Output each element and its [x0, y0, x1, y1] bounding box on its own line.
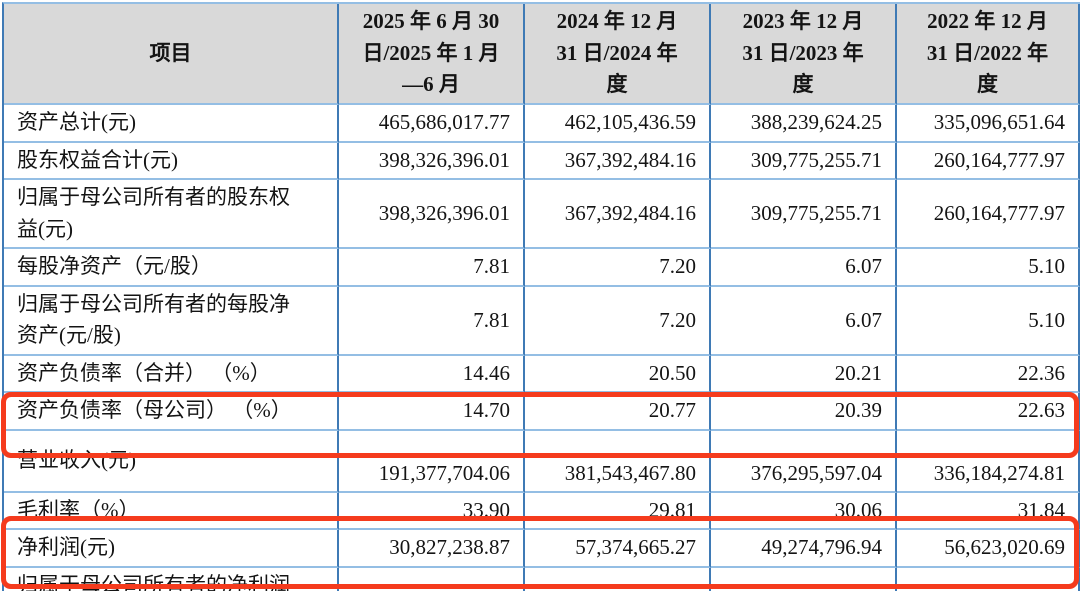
- cell-value: 49,274,796.94: [711, 530, 897, 568]
- cell-value: 29.81: [525, 492, 711, 530]
- cell-value: 22.63: [897, 393, 1080, 431]
- cell-value: 33.90: [339, 492, 525, 530]
- cell-value: 30,827,238.87: [339, 530, 525, 568]
- cell-value: 31.84: [897, 492, 1080, 530]
- row-label: 资产负债率（母公司） （%）: [4, 393, 339, 431]
- cell-value: 20.21: [711, 355, 897, 393]
- column-header-item: 项目: [4, 4, 339, 105]
- table-row: 归属于母公司所有者的每股净 资产(元/股) 7.81 7.20 6.07 5.1…: [4, 286, 1080, 356]
- table-row: 股东权益合计(元) 398,326,396.01 367,392,484.16 …: [4, 142, 1080, 180]
- table-row-highlighted: 营业收入(元) 191,377,704.06 381,543,467.80 37…: [4, 430, 1080, 493]
- cell-value: 335,096,651.64: [897, 105, 1080, 143]
- cell-value: 57,374,665.27: [525, 530, 711, 568]
- column-header-fy2022: 2022 年 12 月 31 日/2022 年 度: [897, 4, 1080, 105]
- cell-value: 388,239,624.25: [711, 105, 897, 143]
- cell-value: 30,827,238.87: [339, 567, 525, 591]
- cell-value: 6.07: [711, 249, 897, 287]
- row-label: 资产总计(元): [4, 105, 339, 143]
- column-header-fy2024: 2024 年 12 月 31 日/2024 年 度: [525, 4, 711, 105]
- table-row: 资产负债率（合并） （%） 14.46 20.50 20.21 22.36: [4, 355, 1080, 393]
- table-row: 净利润(元) 30,827,238.87 57,374,665.27 49,27…: [4, 530, 1080, 568]
- cell-value: 398,326,396.01: [339, 180, 525, 249]
- table-row: 归属于母公司所有者的股东权 益(元) 398,326,396.01 367,39…: [4, 180, 1080, 249]
- row-label: 股东权益合计(元): [4, 142, 339, 180]
- row-label: 毛利率（%）: [4, 492, 339, 530]
- column-header-2025-h1: 2025 年 6 月 30 日/2025 年 1 月 —6 月: [339, 4, 525, 105]
- row-label: 净利润(元): [4, 530, 339, 568]
- table-row-highlighted: 归属于母公司所有者的净利润 (元) 30,827,238.87 57,374,6…: [4, 567, 1080, 591]
- row-label: 归属于母公司所有者的净利润 (元): [4, 567, 339, 591]
- column-header-fy2023: 2023 年 12 月 31 日/2023 年 度: [711, 4, 897, 105]
- cell-value: 309,775,255.71: [711, 180, 897, 249]
- table-row: 毛利率（%） 33.90 29.81 30.06 31.84: [4, 492, 1080, 530]
- cell-value: 14.70: [339, 393, 525, 431]
- cell-value: 20.39: [711, 393, 897, 431]
- row-label: 归属于母公司所有者的每股净 资产(元/股): [4, 286, 339, 356]
- cell-value: 5.10: [897, 286, 1080, 356]
- cell-value: 462,105,436.59: [525, 105, 711, 143]
- cell-value: 20.50: [525, 355, 711, 393]
- table-row: 资产负债率（母公司） （%） 14.70 20.77 20.39 22.63: [4, 393, 1080, 431]
- cell-value: 398,326,396.01: [339, 142, 525, 180]
- cell-value: 7.20: [525, 249, 711, 287]
- row-label: 营业收入(元): [4, 430, 339, 493]
- cell-value: 381,543,467.80: [525, 430, 711, 493]
- cell-value: 49,274,796.94: [711, 567, 897, 591]
- row-label: 归属于母公司所有者的股东权 益(元): [4, 180, 339, 249]
- cell-value: 30.06: [711, 492, 897, 530]
- cell-value: 7.81: [339, 249, 525, 287]
- cell-value: 376,295,597.04: [711, 430, 897, 493]
- cell-value: 191,377,704.06: [339, 430, 525, 493]
- cell-value: 336,184,274.81: [897, 430, 1080, 493]
- row-label: 每股净资产（元/股）: [4, 249, 339, 287]
- cell-value: 465,686,017.77: [339, 105, 525, 143]
- table-row: 每股净资产（元/股） 7.81 7.20 6.07 5.10: [4, 249, 1080, 287]
- cell-value: 309,775,255.71: [711, 142, 897, 180]
- cell-value: 367,392,484.16: [525, 180, 711, 249]
- cell-value: 260,164,777.97: [897, 142, 1080, 180]
- row-label: 资产负债率（合并） （%）: [4, 355, 339, 393]
- cell-value: 367,392,484.16: [525, 142, 711, 180]
- cell-value: 5.10: [897, 249, 1080, 287]
- cell-value: 7.20: [525, 286, 711, 356]
- header-row: 项目 2025 年 6 月 30 日/2025 年 1 月 —6 月 2024 …: [4, 4, 1080, 105]
- cell-value: 7.81: [339, 286, 525, 356]
- cell-value: 6.07: [711, 286, 897, 356]
- cell-value: 57,374,665.27: [525, 567, 711, 591]
- cell-value: 14.46: [339, 355, 525, 393]
- cell-value: 22.36: [897, 355, 1080, 393]
- table-row: 资产总计(元) 465,686,017.77 462,105,436.59 38…: [4, 105, 1080, 143]
- cell-value: 260,164,777.97: [897, 180, 1080, 249]
- cell-value: 56,623,020.69: [897, 567, 1080, 591]
- cell-value: 20.77: [525, 393, 711, 431]
- cell-value: 56,623,020.69: [897, 530, 1080, 568]
